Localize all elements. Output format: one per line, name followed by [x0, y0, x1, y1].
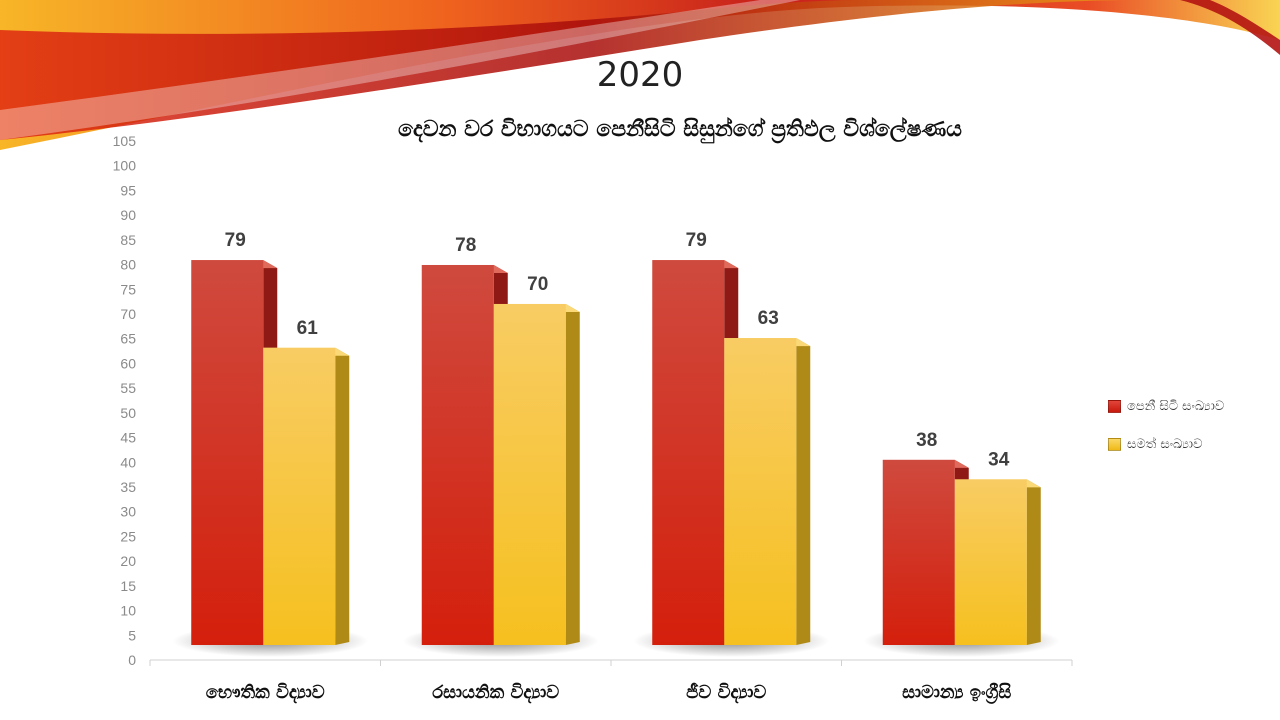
data-label: 70: [527, 274, 548, 295]
bar-series1: [882, 459, 955, 645]
y-tick-label: 55: [120, 380, 136, 396]
y-tick-label: 15: [120, 578, 136, 594]
data-label: 34: [988, 449, 1010, 470]
bar-series2: [954, 479, 1027, 645]
data-label: 79: [686, 230, 707, 251]
y-tick-label: 50: [120, 405, 136, 421]
bar-side-series2: [335, 347, 350, 645]
y-tick-label: 35: [120, 479, 136, 495]
bar-series1: [191, 260, 264, 645]
x-tick-label: සාමාන්‍ය ඉංග්‍රීසි: [902, 682, 1011, 704]
y-tick-label: 105: [113, 133, 137, 149]
y-tick-label: 65: [120, 331, 136, 347]
slide-title: 2020: [596, 55, 684, 95]
x-tick-label: රසායනික විද්‍යාව: [432, 682, 559, 704]
bar-side-series2: [1026, 479, 1041, 645]
x-tick-label: භෞතික විද්‍යාව: [206, 682, 325, 704]
decorative-swoosh: [0, 0, 1280, 150]
y-tick-label: 5: [128, 627, 136, 643]
data-label: 79: [225, 230, 246, 251]
legend-item-series1: පෙනී සිටි සංඛ්‍යාව: [1108, 394, 1224, 418]
y-tick-label: 90: [120, 207, 136, 223]
slide-subtitle: දෙවන වර විභාගයට පෙනීසිටි සිසුන්ගේ ප්‍රති…: [398, 117, 962, 142]
y-tick-label: 10: [120, 603, 136, 619]
bar-series1: [421, 264, 494, 645]
legend-item-series2: සමත් සංඛ්‍යාව: [1108, 432, 1224, 456]
chart-legend: පෙනී සිටි සංඛ්‍යාව සමත් සංඛ්‍යාව: [1108, 394, 1224, 470]
bar-series2: [263, 347, 336, 645]
data-label: 38: [916, 430, 937, 451]
y-tick-label: 20: [120, 553, 136, 569]
data-label: 61: [297, 318, 319, 339]
y-tick-label: 40: [120, 454, 136, 470]
y-tick-label: 45: [120, 430, 136, 446]
y-tick-label: 60: [120, 355, 136, 371]
x-tick-label: ජීව විද්‍යාව: [686, 682, 766, 704]
y-tick-label: 70: [120, 306, 136, 322]
legend-swatch-red: [1108, 399, 1121, 413]
y-tick-label: 80: [120, 257, 136, 273]
y-tick-label: 95: [120, 182, 136, 198]
legend-swatch-yellow: [1108, 437, 1121, 451]
bar-series2: [493, 303, 566, 645]
legend-label-series2: සමත් සංඛ්‍යාව: [1127, 436, 1203, 452]
y-tick-label: 75: [120, 281, 136, 297]
y-tick-label: 85: [120, 232, 136, 248]
data-label: 78: [455, 235, 476, 256]
bar-series2: [724, 338, 797, 645]
y-tick-label: 30: [120, 504, 136, 520]
bar-side-series2: [796, 338, 811, 645]
data-label: 63: [758, 308, 779, 329]
bar-series1: [652, 260, 725, 645]
y-tick-label: 0: [128, 652, 136, 668]
y-tick-label: 100: [113, 158, 137, 174]
y-tick-label: 25: [120, 528, 136, 544]
legend-label-series1: පෙනී සිටි සංඛ්‍යාව: [1127, 398, 1225, 414]
bar-side-series2: [565, 303, 580, 645]
